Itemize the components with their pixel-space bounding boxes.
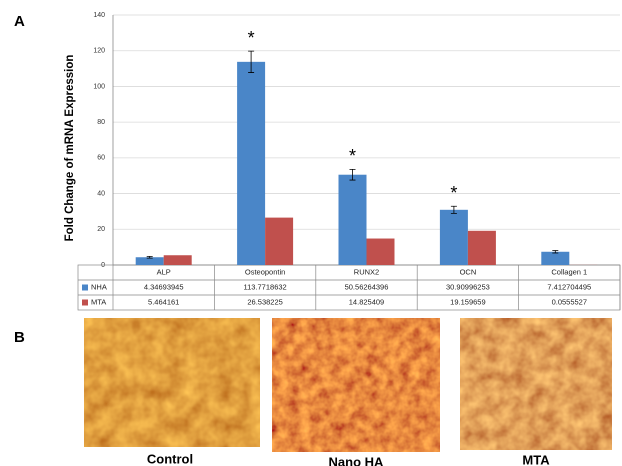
- figure: A Fold Change of mRNA Expression B Contr…: [0, 0, 622, 466]
- y-tick-label: 140: [93, 12, 105, 19]
- micrograph: [272, 318, 440, 452]
- bar: [541, 252, 569, 265]
- bar: [164, 255, 192, 265]
- x-tick-label: OCN: [460, 267, 477, 276]
- bar: [468, 231, 496, 265]
- table-value: 4.34693945: [144, 282, 184, 291]
- image-caption: Nano HA: [329, 454, 385, 466]
- table-value: 50.56264396: [345, 282, 389, 291]
- x-tick-label: RUNX2: [354, 267, 379, 276]
- y-tick-label: 100: [93, 83, 105, 90]
- legend-label: NHA: [91, 282, 107, 291]
- table-value: 7.412704495: [547, 282, 591, 291]
- bar: [339, 175, 367, 265]
- image-caption: Control: [147, 451, 193, 466]
- y-axis-title: Fold Change of mRNA Expression: [64, 55, 76, 242]
- micrograph: [84, 318, 260, 447]
- table-value: 19.159659: [450, 297, 485, 306]
- y-tick-label: 80: [97, 119, 105, 126]
- image-caption: MTA: [522, 452, 550, 466]
- y-tick-label: 60: [97, 155, 105, 162]
- bar: [367, 239, 395, 265]
- x-tick-label: ALP: [157, 267, 171, 276]
- table-value: 5.464161: [148, 297, 179, 306]
- x-tick-label: Collagen 1: [551, 267, 587, 276]
- y-tick-label: 20: [97, 226, 105, 233]
- bar: [265, 218, 293, 265]
- micrograph: [460, 318, 612, 450]
- table-value: 113.7718632: [243, 282, 286, 291]
- bar: [440, 210, 468, 265]
- significance-marker: *: [349, 146, 356, 166]
- significance-marker: *: [248, 28, 255, 48]
- legend-swatch: [82, 285, 88, 291]
- table-value: 14.825409: [349, 297, 384, 306]
- significance-marker: *: [450, 183, 457, 203]
- table-value: 30.90996253: [446, 282, 490, 291]
- table-value: 26.538225: [247, 297, 282, 306]
- legend-label: MTA: [91, 297, 106, 306]
- panel-label: B: [14, 329, 25, 346]
- legend-swatch: [82, 300, 88, 306]
- y-tick-label: 120: [93, 48, 105, 55]
- x-tick-label: Osteopontin: [245, 267, 285, 276]
- panel-label: A: [14, 13, 25, 30]
- table-value: 0.0555527: [552, 297, 587, 306]
- y-tick-label: 40: [97, 190, 105, 197]
- bar: [237, 62, 265, 265]
